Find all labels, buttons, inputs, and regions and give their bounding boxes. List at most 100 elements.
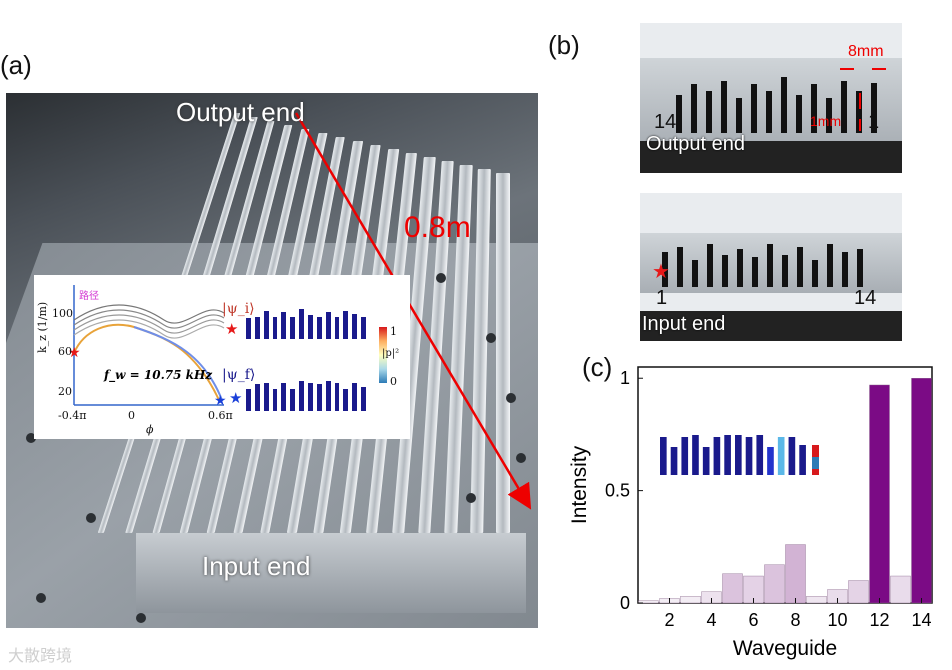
profile-bar — [254, 316, 260, 339]
bar-waveguide-12 — [869, 384, 890, 604]
profile-bar — [334, 382, 340, 411]
watermark: 大散跨境 — [8, 648, 73, 665]
bar-waveguide-7 — [764, 564, 785, 604]
waveguide-bar — [826, 98, 832, 133]
profile-bar — [316, 384, 322, 411]
output-index-right: 1 — [868, 111, 880, 133]
inset-bar — [788, 437, 796, 475]
input-end-caption: Input end — [642, 313, 726, 335]
panel-label-a: (a) — [0, 50, 32, 80]
inset-bar — [745, 437, 753, 475]
output-end-photo: 14 1 8mm 1mm Output end — [640, 23, 902, 173]
xtick-label: 6 — [748, 610, 758, 630]
colorbar-min: 0 — [390, 375, 397, 388]
psi-f-profile — [246, 381, 370, 411]
input-waveguides — [662, 233, 872, 287]
table-hole — [506, 393, 516, 403]
bar-waveguide-8 — [785, 544, 806, 604]
waveguide-bar — [812, 260, 818, 287]
profile-bar — [325, 381, 331, 411]
output-end-caption: Output end — [646, 133, 745, 155]
waveguide-bar — [737, 249, 743, 287]
waveguide-bar — [796, 94, 802, 133]
input-end-label: Input end — [202, 551, 311, 581]
table-hole — [436, 273, 446, 283]
inset-xtick-zero: 0 — [128, 409, 135, 422]
waveguide-bar — [766, 91, 772, 133]
waveguide-bar — [857, 249, 863, 287]
profile-bar — [272, 316, 278, 339]
plot-frame — [637, 366, 933, 604]
profile-bar — [281, 382, 287, 411]
xtick-label: 10 — [827, 610, 847, 630]
profile-bar — [316, 316, 322, 339]
psi-i-label: |ψ_i⟩ — [222, 301, 255, 317]
inset-bar — [702, 447, 710, 475]
output-waveguides — [676, 63, 886, 133]
inset-xtick-neg: -0.4π — [58, 409, 87, 422]
dispersion-plot: ★ ★ ★ ★ — [68, 285, 242, 408]
inset-colorbar-low — [812, 457, 819, 469]
table-hole — [136, 613, 146, 623]
waveguide-bar — [842, 251, 848, 287]
waveguide-bar — [811, 84, 817, 133]
measurement-arrows — [840, 68, 886, 131]
x-axis-label: Waveguide — [733, 637, 837, 660]
profile-bar — [308, 315, 313, 339]
inset-bar — [777, 437, 785, 475]
inset-bar — [660, 437, 667, 475]
initial-star-icon: ★ — [68, 344, 81, 360]
colorbar — [379, 327, 387, 383]
ytick-label: 1 — [620, 368, 630, 388]
waveguide-bar — [827, 243, 833, 287]
colorbar-label: |p|² — [382, 348, 400, 359]
waveguide-bar — [767, 243, 773, 287]
length-arrow — [294, 112, 532, 510]
profile-bar — [325, 312, 331, 339]
waveguide-bar — [691, 84, 697, 133]
ytick-label: 0 — [620, 593, 630, 613]
profile-bar — [290, 316, 296, 339]
waveguide-bar — [751, 84, 757, 133]
inset-bar — [681, 437, 689, 475]
bar-waveguide-3 — [680, 596, 701, 604]
length-label: 0.8m — [404, 211, 471, 244]
inset-bar — [670, 447, 678, 475]
bar-waveguide-13 — [890, 575, 911, 604]
waveguide-bar — [707, 243, 713, 287]
inset-bar — [799, 445, 806, 475]
xtick-label: 12 — [869, 610, 889, 630]
psi-f-label: |ψ_f⟩ — [222, 367, 256, 383]
waveguide-base — [136, 533, 526, 613]
waveguide-bar — [856, 91, 862, 133]
xtick-label: 4 — [706, 610, 716, 630]
frequency-label: f_w = 10.75 kHz — [104, 368, 213, 382]
profile-bar — [352, 382, 358, 411]
waveguide-bar — [752, 257, 758, 287]
output-index-left: 14 — [654, 111, 677, 133]
bar-waveguide-14 — [911, 378, 932, 604]
waveguide-bar — [706, 91, 712, 133]
ytick-label: 0.5 — [605, 481, 630, 501]
inset-legend: 路径 — [79, 291, 99, 302]
waveguide-bar — [871, 82, 877, 133]
profile-bar — [281, 312, 287, 339]
intensity-chart: 2 4 6 8 10 12 14 0 0.5 1 Waveguide Intensity — [568, 366, 933, 660]
output-base — [640, 141, 902, 173]
bar-waveguide-11 — [848, 580, 869, 604]
bar-waveguide-1 — [638, 600, 659, 604]
table-hole — [466, 493, 476, 503]
profile-bar — [343, 310, 349, 339]
width-label: 1mm — [810, 113, 842, 129]
inset-ytick-20: 20 — [58, 385, 72, 398]
psi-i-profile — [246, 309, 370, 339]
inset-ytick-60: 60 — [58, 345, 72, 358]
waveguide-bar — [721, 80, 727, 133]
waveguide-bar — [677, 246, 683, 287]
psi-i-star-icon: ★ — [225, 321, 238, 338]
profile-bar — [254, 384, 260, 411]
profile-bar — [246, 388, 251, 411]
waveguide-bar — [797, 246, 803, 287]
input-end-photo: ★ 1 14 Input end — [640, 193, 902, 341]
fin — [496, 173, 510, 533]
